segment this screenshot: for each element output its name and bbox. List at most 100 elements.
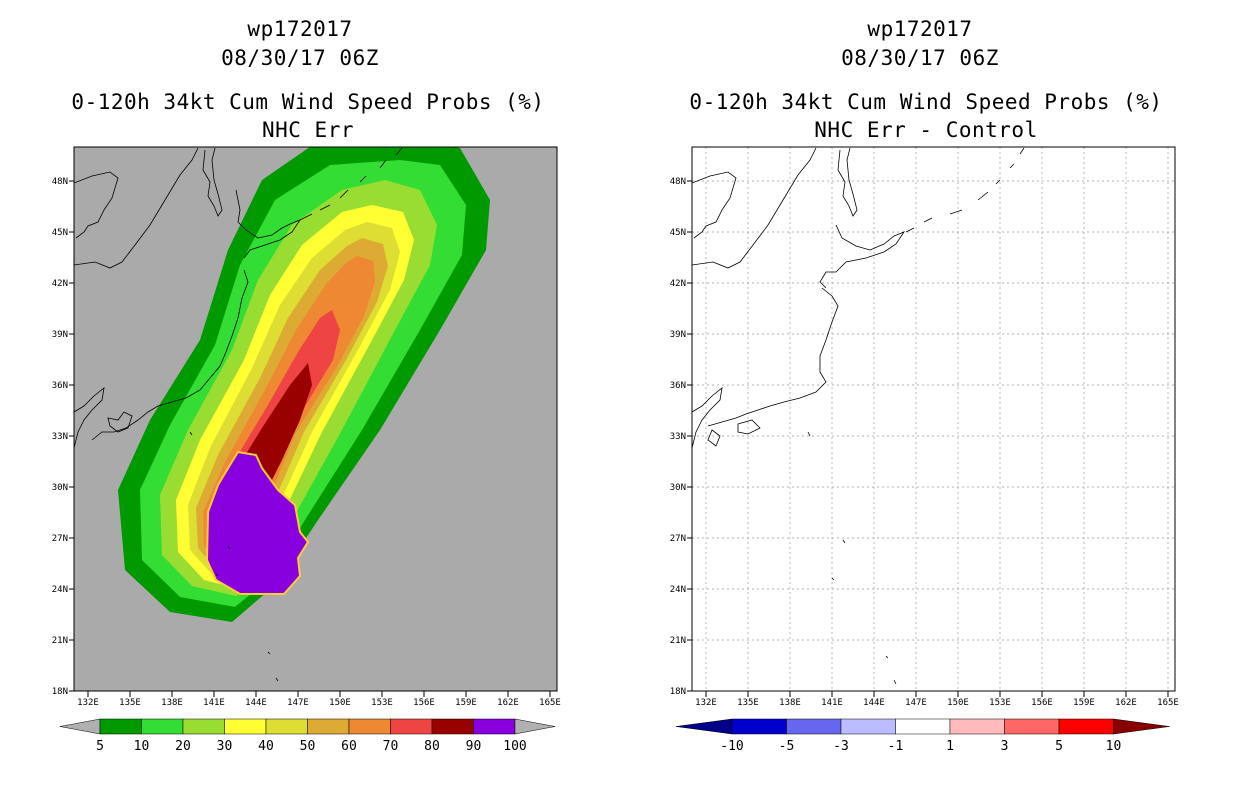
- left-coast-asia: [74, 171, 119, 239]
- lat-tick-label: 30N: [52, 483, 68, 493]
- lat-tick-label: 33N: [52, 432, 68, 442]
- left-coast-kurils: [299, 147, 403, 221]
- colorbar-swatch: [265, 718, 308, 735]
- left-coastlines: [74, 147, 403, 682]
- right-storm-id: wp172017: [867, 17, 973, 41]
- lon-tick-label: 144E: [863, 698, 885, 708]
- right-coast-hokkaido: [819, 224, 906, 289]
- colorbar-swatch: [390, 718, 433, 735]
- right-map-frame: [691, 146, 1176, 692]
- lon-tick-label: 141E: [203, 698, 225, 708]
- right-coast-asia: [692, 171, 737, 239]
- colorbar-label: 100: [503, 739, 526, 754]
- lat-tick-label: 18N: [670, 687, 686, 697]
- right-coast-honshu: [707, 287, 839, 427]
- colorbar-label: 80: [424, 739, 440, 754]
- lat-tick-label: 42N: [52, 279, 68, 289]
- lon-tick-label: 156E: [413, 698, 435, 708]
- lat-tick-label: 21N: [52, 636, 68, 646]
- lat-tick-label: 36N: [670, 381, 686, 391]
- lat-tick-label: 39N: [670, 330, 686, 340]
- colorbar-end-high: [1113, 718, 1170, 735]
- lon-tick-label: 135E: [737, 698, 759, 708]
- right-product: 0-120h 34kt Cum Wind Speed Probs (%): [689, 90, 1163, 114]
- left-lon-axis: 132E 135E 138E 141E 144E 147E 150E 153E 156E 159E…: [77, 691, 561, 708]
- left-coast-sakhalin: [202, 147, 223, 217]
- lon-tick-label: 156E: [1031, 698, 1053, 708]
- lon-tick-label: 162E: [497, 698, 519, 708]
- colorbar-label: 50: [300, 739, 316, 754]
- left-coast-islands: [189, 431, 279, 682]
- left-colorbar: 5 10 20 30 40 50 60 70 80 90 100: [59, 718, 556, 754]
- colorbar-label: 90: [466, 739, 482, 754]
- colorbar-swatch: [786, 718, 842, 735]
- colorbar-swatch: [949, 718, 1005, 735]
- lat-tick-label: 27N: [670, 534, 686, 544]
- colorbar-swatch: [348, 718, 391, 735]
- lon-tick-label: 132E: [77, 698, 99, 708]
- lon-tick-label: 147E: [905, 698, 927, 708]
- lon-tick-label: 138E: [161, 698, 183, 708]
- colorbar-swatch: [99, 718, 142, 735]
- colorbar-swatch: [431, 718, 474, 735]
- colorbar-label: -10: [720, 739, 743, 754]
- lat-tick-label: 36N: [52, 381, 68, 391]
- probability-swath: [118, 147, 490, 622]
- lon-tick-label: 150E: [947, 698, 969, 708]
- colorbar-label: 3: [1001, 739, 1009, 754]
- right-coast-shikoku: [737, 419, 761, 435]
- colorbar-swatch: [1058, 718, 1114, 735]
- right-coast-islands: [807, 431, 897, 685]
- colorbar-swatch: [1004, 718, 1060, 735]
- left-subtitle-block: 0-120h 34kt Cum Wind Speed Probs (%) NHC…: [28, 88, 588, 144]
- left-map-frame: [73, 146, 558, 692]
- right-coastlines: [692, 147, 1025, 685]
- left-lat-axis: 48N 45N 42N 39N 36N 33N 30N 27N 24N 21N 18N: [52, 177, 74, 697]
- lat-tick-label: 18N: [52, 687, 68, 697]
- colorbar-label: -3: [833, 739, 849, 754]
- lon-tick-label: 138E: [779, 698, 801, 708]
- right-coast-sakhalin: [837, 147, 858, 217]
- lon-tick-label: 165E: [539, 698, 561, 708]
- left-product: 0-120h 34kt Cum Wind Speed Probs (%): [71, 90, 545, 114]
- colorbar-end-high: [514, 718, 556, 735]
- left-coast-kyushu: [107, 411, 133, 433]
- prob-band-100: [205, 450, 310, 595]
- lon-tick-label: 150E: [329, 698, 351, 708]
- right-subtitle-block: 0-120h 34kt Cum Wind Speed Probs (%) NHC…: [646, 88, 1206, 144]
- colorbar-label: 1: [946, 739, 954, 754]
- lat-tick-label: 42N: [670, 279, 686, 289]
- colorbar-label: 20: [175, 739, 191, 754]
- lon-tick-label: 132E: [695, 698, 717, 708]
- right-coast-mainland: [692, 147, 817, 269]
- left-datetime: 08/30/17 06Z: [221, 46, 379, 70]
- lat-tick-label: 24N: [52, 585, 68, 595]
- lat-tick-label: 45N: [670, 228, 686, 238]
- colorbar-swatch: [307, 718, 350, 735]
- right-colorbar: -10 -5 -3 -1 1 3 5 10: [675, 718, 1170, 754]
- colorbar-swatch: [182, 718, 225, 735]
- colorbar-label: 10: [134, 739, 150, 754]
- left-subtitle: NHC Err: [261, 118, 354, 142]
- lon-tick-label: 165E: [1157, 698, 1179, 708]
- right-lon-axis: 132E 135E 138E 141E 144E 147E 150E 153E 156E 159E…: [695, 691, 1179, 708]
- lat-tick-label: 21N: [670, 636, 686, 646]
- lon-tick-label: 153E: [989, 698, 1011, 708]
- right-coast-kyushu: [707, 429, 721, 447]
- lat-tick-label: 27N: [52, 534, 68, 544]
- colorbar-end-low: [675, 718, 733, 735]
- right-map-background: [692, 147, 1175, 691]
- colorbar-swatch: [224, 718, 267, 735]
- lat-tick-label: 30N: [670, 483, 686, 493]
- colorbar-label: 60: [341, 739, 357, 754]
- lon-tick-label: 144E: [245, 698, 267, 708]
- lat-tick-label: 39N: [52, 330, 68, 340]
- right-lat-axis: 48N 45N 42N 39N 36N 33N 30N 27N 24N 21N 18N: [670, 177, 692, 697]
- left-coast-honshu: [91, 269, 249, 441]
- lat-tick-label: 33N: [670, 432, 686, 442]
- lon-tick-label: 147E: [287, 698, 309, 708]
- lon-tick-label: 159E: [1073, 698, 1095, 708]
- colorbar-end-low: [59, 718, 101, 735]
